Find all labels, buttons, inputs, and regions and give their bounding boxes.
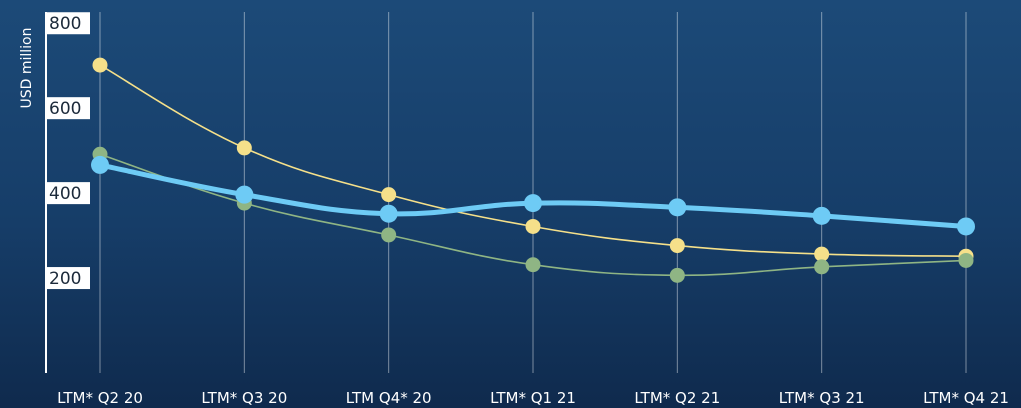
series-2-point-4	[668, 198, 687, 217]
series-group	[91, 57, 975, 283]
y-tick-label-600: 600	[49, 99, 81, 119]
y-tick-200: 200	[46, 267, 90, 290]
y-tick-label-800: 800	[49, 14, 81, 34]
x-tick-label-1: LTM* Q3 20	[201, 389, 287, 407]
x-tick-label-5: LTM* Q3 21	[779, 389, 865, 407]
x-tick-label-6: LTM* Q4 21	[923, 389, 1009, 407]
y-axis-label: USD million	[19, 28, 35, 109]
series-0-point-5	[814, 246, 830, 262]
series-2-point-3	[524, 194, 542, 213]
x-tick-label-2: LTM Q4* 20	[346, 389, 432, 407]
series-2-point-6	[957, 217, 975, 236]
y-tick-400: 400	[46, 182, 90, 205]
series-0	[92, 57, 974, 264]
series-1-point-2	[381, 227, 397, 243]
series-2-point-1	[235, 185, 254, 204]
y-tick-box-800	[46, 12, 90, 35]
y-tick-box-200	[46, 267, 90, 290]
series-1-point-6	[958, 252, 974, 268]
series-0-point-0	[92, 57, 108, 73]
y-tick-label-400: 400	[49, 184, 81, 204]
y-tick-label-200: 200	[49, 269, 81, 289]
series-2-point-0	[91, 155, 109, 174]
y-tick-800: 800	[46, 12, 90, 35]
series-2	[91, 155, 975, 236]
series-0-point-2	[381, 187, 397, 203]
series-2-point-2	[379, 204, 398, 223]
series-0-point-4	[669, 238, 685, 254]
series-0-point-1	[236, 140, 252, 156]
x-tick-label-4: LTM* Q2 21	[634, 389, 720, 407]
x-tick-label-3: LTM* Q1 21	[490, 389, 576, 407]
series-0-point-3	[525, 218, 541, 234]
x-tick-labels: LTM* Q2 20 LTM* Q3 20 LTM Q4* 20 LTM* Q1 21…	[57, 389, 1009, 407]
series-2-point-5	[812, 206, 831, 225]
y-tick-labels: 200 400 600 800	[46, 12, 90, 290]
x-tick-label-0: LTM* Q2 20	[57, 389, 143, 407]
y-tick-600: 600	[46, 97, 90, 120]
series-1-point-4	[669, 267, 685, 283]
y-tick-box-600	[46, 97, 90, 120]
series-1-point-5	[814, 259, 830, 275]
series-1-point-3	[525, 257, 541, 273]
y-tick-box-400	[46, 182, 90, 205]
